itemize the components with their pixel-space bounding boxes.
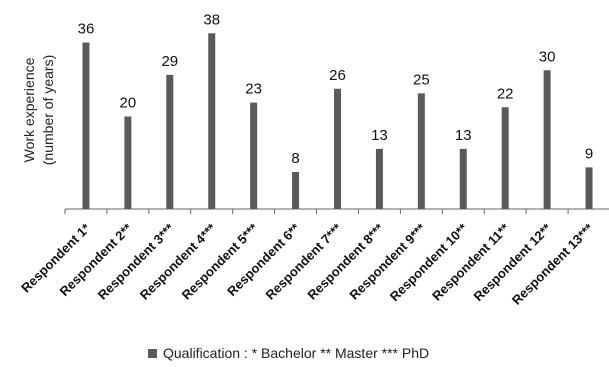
category-label: Respondent 13***: [509, 220, 597, 308]
bar: [166, 74, 174, 209]
category-label: Respondent 12**: [471, 220, 555, 304]
bar: [375, 148, 383, 209]
data-label: 38: [203, 11, 220, 28]
bar: [543, 70, 551, 209]
data-label: 30: [539, 48, 556, 65]
bar: [292, 172, 300, 209]
category-label: Respondent 11**: [429, 220, 513, 304]
bar: [501, 107, 509, 209]
data-label: 13: [371, 127, 388, 144]
bar: [208, 33, 216, 209]
category-label: Respondent 3***: [95, 220, 178, 303]
bar: [585, 167, 593, 209]
category-labels-group: Respondent 1*Respondent 2**Respondent 3*…: [18, 220, 597, 308]
bar: [459, 148, 467, 209]
legend-swatch: [148, 348, 157, 358]
y-axis-label-line2: (number of years): [40, 55, 56, 165]
category-label: Respondent 8***: [304, 220, 387, 303]
data-label: 20: [120, 95, 137, 112]
y-axis-label: Work experience (number of years): [21, 55, 56, 165]
bar: [334, 88, 341, 209]
legend-text: Qualification : * Bachelor ** Master ***…: [163, 345, 430, 361]
legend: Qualification : * Bachelor ** Master ***…: [148, 344, 429, 362]
data-label: 9: [585, 145, 593, 162]
bars-group: [82, 33, 593, 209]
data-label: 29: [161, 53, 178, 70]
category-label: Respondent 9***: [346, 220, 429, 303]
bar: [124, 116, 132, 209]
data-label: 22: [497, 85, 514, 102]
category-label: Respondent 10**: [387, 220, 471, 304]
bar: [250, 102, 258, 209]
data-label: 8: [291, 150, 299, 167]
category-label: Respondent 6**: [224, 220, 303, 299]
category-label: Respondent 1*: [18, 220, 94, 296]
y-axis-label-line1: Work experience: [21, 57, 37, 162]
category-label: Respondent 4***: [137, 220, 220, 303]
bar: [417, 93, 425, 209]
data-label: 13: [455, 127, 472, 144]
bar: [82, 42, 90, 209]
data-label: 23: [245, 81, 262, 98]
data-label: 25: [413, 71, 430, 88]
category-label: Respondent 2**: [56, 220, 135, 299]
category-label: Respondent 5***: [179, 220, 262, 303]
category-label: Respondent 7***: [262, 220, 345, 303]
value-labels-group: 36 20 29 38 23 8 26 13 25 13 22 30 9: [78, 11, 594, 167]
data-label: 26: [329, 67, 346, 84]
tick-marks-group: [64, 209, 569, 214]
data-label: 36: [78, 21, 95, 38]
